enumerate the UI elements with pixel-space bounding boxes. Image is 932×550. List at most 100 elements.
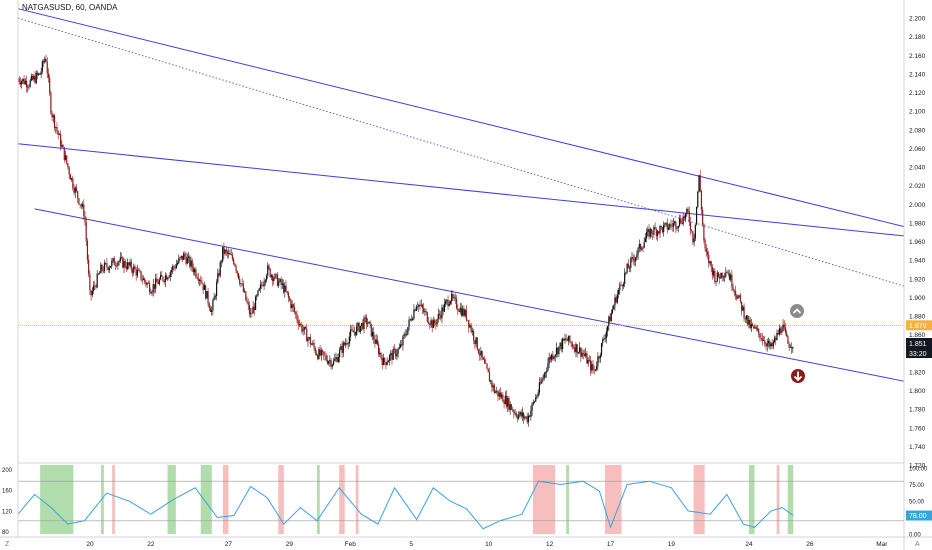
candle-body (546, 370, 548, 373)
candle-body (114, 265, 117, 266)
candle-body (215, 282, 218, 297)
candle-body (646, 231, 648, 239)
time-tick-label: 20 (86, 541, 94, 548)
candle-body (103, 262, 106, 272)
candle-body (452, 293, 454, 298)
trendline[interactable] (17, 8, 905, 228)
oscillator-left-axis: 200 160 120 80 (2, 468, 13, 536)
candle-body (264, 280, 266, 283)
candle-body (628, 267, 631, 269)
candle-body (742, 306, 744, 311)
candle-body (46, 61, 48, 74)
candle-body (639, 244, 642, 250)
candle-body (68, 167, 70, 175)
candle-body (750, 324, 752, 328)
candle-body (531, 403, 533, 411)
candle-body (166, 275, 168, 280)
candle-body (365, 317, 368, 324)
candle-body (759, 333, 761, 339)
candle-body (515, 413, 517, 417)
candle-body (589, 360, 592, 371)
candle-body (84, 216, 86, 222)
candle-body (58, 134, 61, 135)
candle-body (79, 204, 81, 205)
candle-body (765, 343, 767, 347)
candle-body (231, 254, 234, 260)
candle-body (594, 369, 597, 371)
candle-body (81, 204, 84, 207)
candle-body (178, 258, 180, 263)
oscillator-left-tick: 200 (2, 468, 13, 474)
candle-body (281, 283, 283, 285)
candle-body (676, 227, 678, 229)
candle-body (762, 340, 765, 342)
candle-body (373, 331, 375, 340)
candle-body (536, 395, 538, 398)
candle-body (577, 352, 579, 354)
candle-body (492, 385, 494, 388)
candle-body (35, 72, 37, 83)
candle-body (507, 398, 509, 407)
trendline[interactable] (17, 17, 905, 287)
candle-body (183, 253, 185, 260)
candle-body (761, 338, 763, 341)
arrow-up-circle-icon[interactable] (790, 304, 804, 318)
price-tick-label: 2.040 (909, 165, 926, 172)
candle-body (778, 328, 781, 335)
candle-body (30, 75, 33, 81)
candle-body (739, 295, 742, 302)
candle-body (140, 271, 142, 280)
trendline[interactable] (34, 208, 905, 382)
arrow-down-circle-icon[interactable] (791, 369, 805, 383)
candle-body (89, 274, 91, 291)
trendline[interactable] (17, 143, 905, 237)
candle-body (401, 344, 403, 346)
candle-body (382, 358, 385, 365)
candle-body (630, 258, 632, 268)
candle-body (423, 308, 425, 313)
candle-body (579, 347, 581, 353)
candle-body (426, 312, 428, 322)
candle-body (116, 265, 118, 267)
candle-body (325, 355, 327, 361)
price-pane[interactable] (17, 0, 905, 463)
candle-body (101, 264, 103, 271)
price-axis[interactable]: 2.200 2.180 2.160 2.140 2.120 2.100 2.080 2.060… (903, 0, 932, 550)
candle-body (151, 291, 153, 294)
candle-body (63, 147, 65, 160)
time-axis[interactable]: 20 22 27 29 Feb 5 10 12 17 19 24 26 Mar (86, 541, 888, 548)
candle-body (369, 321, 371, 324)
candle-body (476, 337, 478, 350)
candle-body (706, 252, 709, 255)
candle-body (479, 353, 481, 356)
candle-body (497, 390, 499, 397)
auto-scale-button[interactable]: A (915, 541, 920, 548)
candle-body (100, 264, 102, 273)
candle-body (21, 81, 23, 85)
candle-body (691, 230, 693, 232)
candle-body (152, 284, 154, 292)
candle-body (198, 279, 201, 281)
candle-body (494, 391, 497, 393)
candle-body (725, 272, 727, 277)
candle-body (471, 330, 474, 332)
candle-body (453, 297, 455, 298)
candle-body (747, 315, 749, 325)
time-tick-label: 26 (806, 541, 814, 548)
candle-body (49, 77, 51, 93)
candle-body (713, 270, 715, 276)
time-tick-label: 19 (668, 541, 676, 548)
candle-body (179, 257, 181, 259)
trendlines[interactable] (17, 8, 905, 382)
sell-zone (339, 465, 345, 534)
candle-body (131, 269, 134, 273)
candle-body (248, 304, 251, 314)
candle-body (217, 273, 219, 283)
candle-body (128, 262, 130, 266)
candle-body (693, 238, 695, 243)
candle-body (289, 297, 291, 301)
candle-body (74, 187, 76, 193)
corner-label[interactable]: Z (5, 541, 10, 548)
